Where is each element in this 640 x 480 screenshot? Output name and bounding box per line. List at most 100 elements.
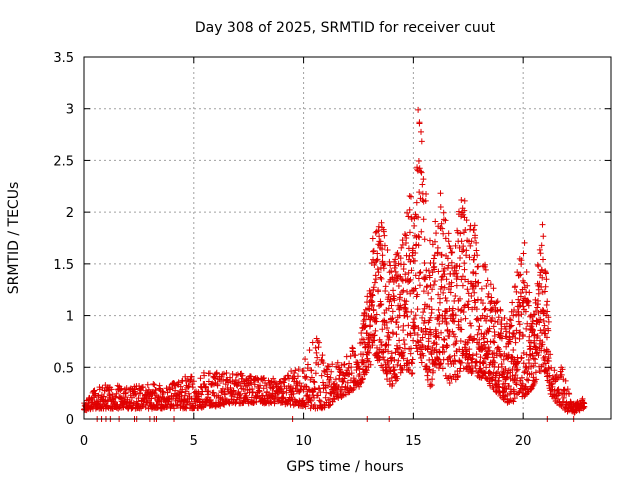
data-point [465, 304, 472, 311]
data-point [163, 385, 170, 392]
data-point [447, 289, 454, 296]
data-point [352, 352, 359, 359]
data-point [412, 285, 419, 292]
data-point [519, 380, 526, 387]
data-point [515, 296, 522, 303]
data-point [516, 330, 523, 337]
data-point [511, 331, 518, 338]
data-point [500, 356, 507, 363]
data-point [430, 281, 437, 288]
data-point [371, 332, 378, 339]
data-point [436, 348, 443, 355]
data-point [459, 273, 466, 280]
data-point [528, 323, 535, 330]
data-point [366, 306, 373, 313]
data-point [460, 211, 467, 218]
data-point [461, 344, 468, 351]
data-point [522, 308, 529, 315]
data-point [482, 266, 489, 273]
data-point [394, 361, 401, 368]
data-point [546, 372, 553, 379]
data-point [436, 295, 443, 302]
data-point [181, 392, 188, 399]
data-point [190, 378, 197, 385]
data-point [260, 375, 267, 382]
data-point [443, 320, 450, 327]
data-point [420, 309, 427, 316]
data-point [374, 266, 381, 273]
data-point [429, 286, 436, 293]
data-point [243, 392, 250, 399]
data-point [375, 269, 382, 276]
data-point [411, 322, 418, 329]
data-point [407, 350, 414, 357]
data-point [474, 331, 481, 338]
data-point [435, 291, 442, 298]
data-point [269, 390, 276, 397]
grid-lines [84, 57, 611, 419]
data-point [280, 388, 287, 395]
data-point [341, 361, 348, 368]
data-point [438, 276, 445, 283]
data-point [401, 231, 408, 238]
data-point [370, 248, 377, 255]
data-point [535, 297, 542, 304]
data-point [485, 344, 492, 351]
data-point [302, 383, 309, 390]
data-point [408, 345, 415, 352]
data-point [530, 355, 537, 362]
data-point [455, 208, 462, 215]
data-point [423, 363, 430, 370]
data-point [513, 288, 520, 295]
data-point [438, 283, 445, 290]
data-point [327, 374, 334, 381]
data-point [537, 316, 544, 323]
data-point [456, 244, 463, 251]
y-axis-ticks: 0 0.5 1 1.5 2 2.5 3 3.5 [53, 51, 611, 428]
data-point [472, 299, 479, 306]
data-point [434, 355, 441, 362]
data-point [197, 383, 204, 390]
data-point [393, 319, 400, 326]
data-point [525, 302, 532, 309]
data-point [399, 277, 406, 284]
data-point [535, 290, 542, 297]
data-point [389, 308, 396, 315]
data-point [249, 388, 256, 395]
data-point [483, 317, 490, 324]
data-point [249, 389, 256, 396]
data-point [399, 241, 406, 248]
data-point [468, 238, 475, 245]
data-point [311, 401, 318, 408]
data-point [490, 323, 497, 330]
data-point [429, 376, 436, 383]
data-point [534, 349, 541, 356]
data-point [330, 395, 337, 402]
data-point [491, 359, 498, 366]
data-point [414, 348, 421, 355]
data-point [329, 361, 336, 368]
data-point [434, 250, 441, 257]
data-point [462, 227, 469, 234]
data-point [492, 318, 499, 325]
data-point [392, 256, 399, 263]
data-point [515, 389, 522, 396]
data-point [517, 271, 524, 278]
data-point [326, 378, 333, 385]
data-point [542, 353, 549, 360]
data-point [432, 333, 439, 340]
data-point [472, 362, 479, 369]
data-point [547, 351, 554, 358]
data-point [413, 345, 420, 352]
data-point [146, 399, 153, 406]
data-point [534, 304, 541, 311]
data-point [509, 372, 516, 379]
data-point [91, 387, 98, 394]
data-point [467, 242, 474, 249]
data-point [478, 330, 485, 337]
data-point [466, 254, 473, 261]
data-point [515, 318, 522, 325]
data-point [469, 368, 476, 375]
data-point [333, 363, 340, 370]
data-point [302, 375, 309, 382]
